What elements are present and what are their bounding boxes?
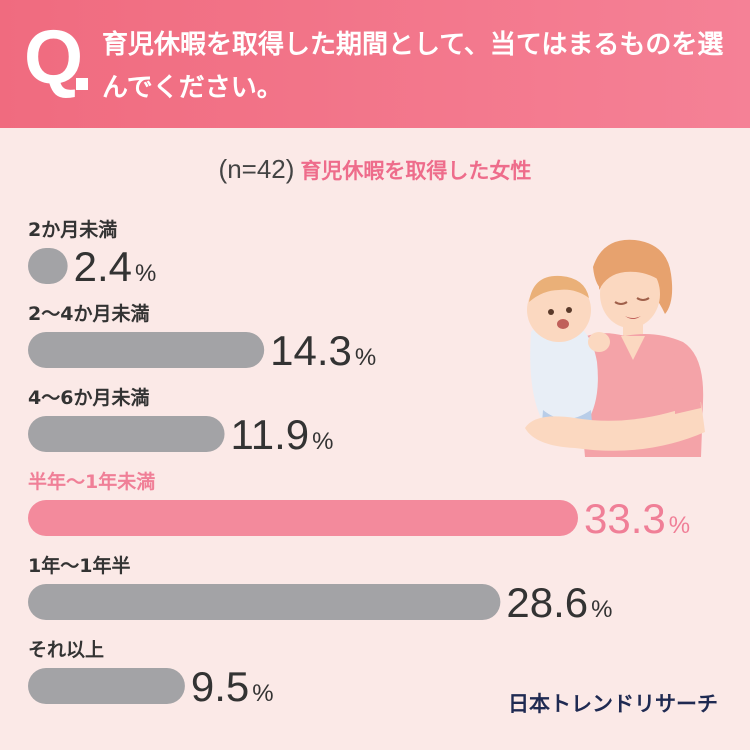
bar xyxy=(28,584,501,620)
brand-logo: 日本トレンドリサーチ xyxy=(508,692,718,716)
value-label: 11.9% xyxy=(231,411,334,458)
sample-size: (n=42) xyxy=(218,154,295,184)
category-label: 2〜4か月未満 xyxy=(28,302,149,325)
bar xyxy=(28,416,225,452)
bar xyxy=(28,332,265,368)
chart-subtitle: (n=42) 育児休暇を取得した女性 xyxy=(0,154,750,185)
question-header: Q 育児休暇を取得した期間として、当てはまるものを選んでください。 xyxy=(0,0,750,128)
mother-and-baby-illustration xyxy=(525,239,705,457)
value-label: 9.5% xyxy=(191,663,274,710)
category-label: 半年〜1年未満 xyxy=(28,470,155,493)
category-label: 2か月未満 xyxy=(28,218,117,241)
question-text: 育児休暇を取得した期間として、当てはまるものを選んでください。 xyxy=(102,30,724,103)
q-mark: Q xyxy=(24,15,84,100)
respondent-group: 育児休暇を取得した女性 xyxy=(300,159,532,183)
category-label: 4〜6か月未満 xyxy=(28,386,149,409)
category-label: 1年〜1年半 xyxy=(28,554,130,577)
value-label: 2.4% xyxy=(74,243,157,290)
category-label: それ以上 xyxy=(28,639,104,661)
value-label: 28.6% xyxy=(506,579,612,626)
value-label: 14.3% xyxy=(270,327,376,374)
q-dot xyxy=(76,78,88,90)
value-label: 33.3% xyxy=(584,495,690,542)
bar xyxy=(28,500,578,536)
bar xyxy=(28,668,185,704)
bar xyxy=(28,248,68,284)
